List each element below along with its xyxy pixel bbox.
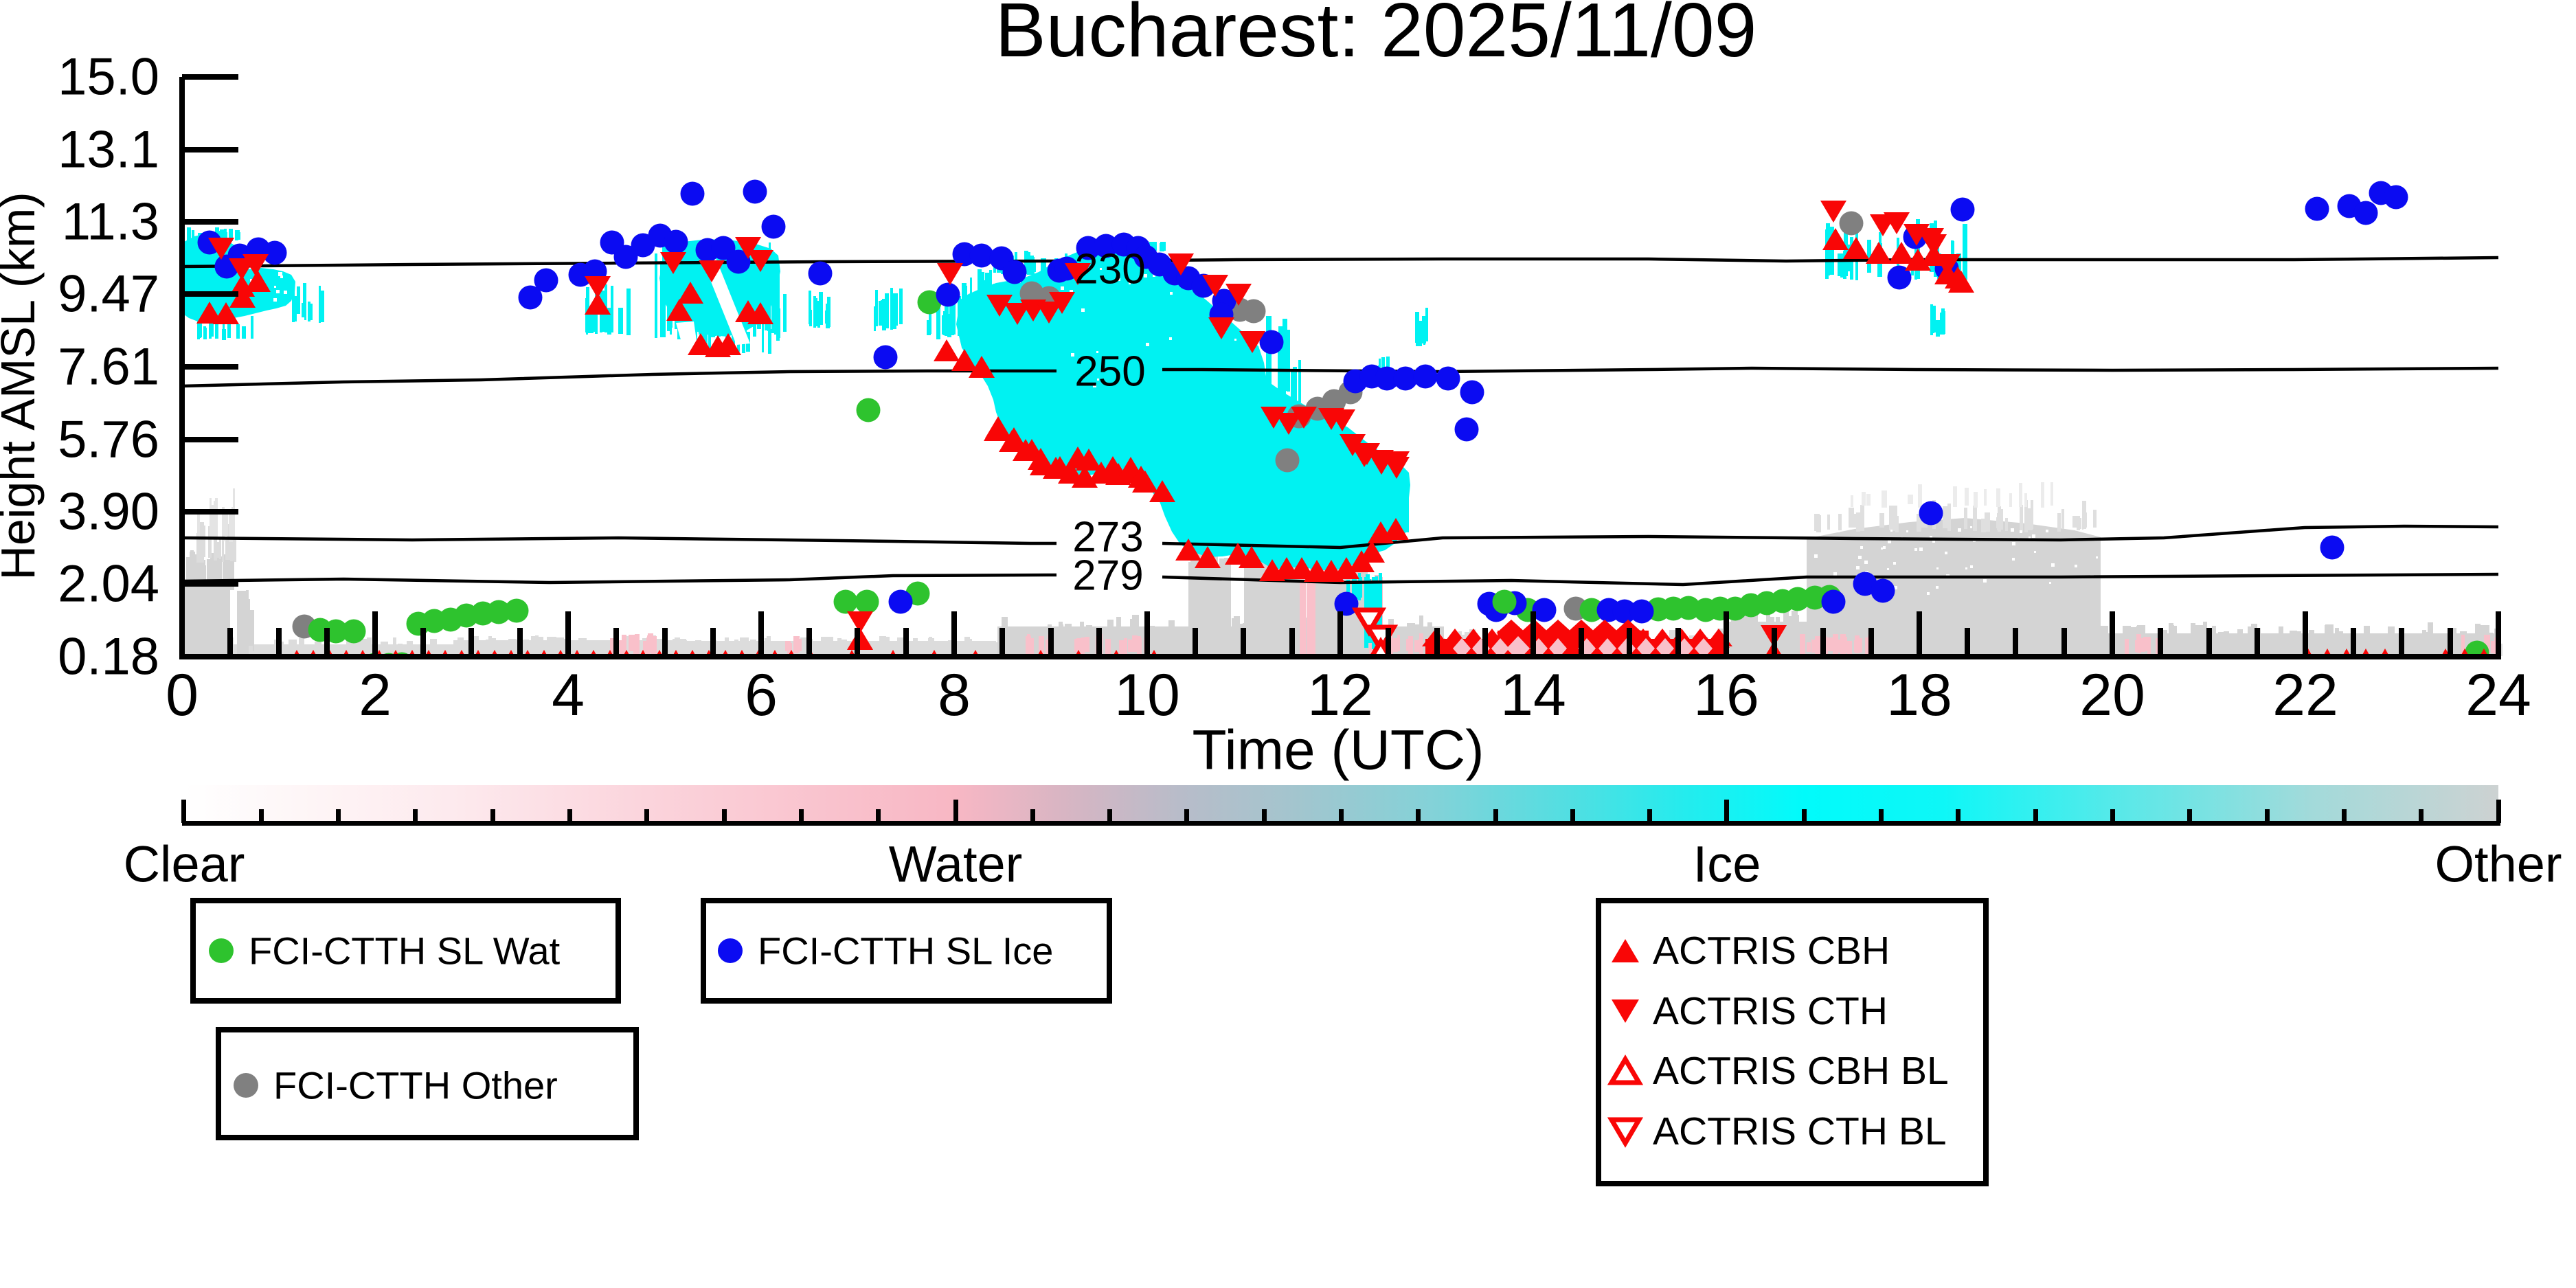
svg-text:15.0: 15.0 <box>58 48 159 106</box>
svg-text:2: 2 <box>359 662 392 728</box>
svg-text:12: 12 <box>1307 662 1373 728</box>
svg-text:24: 24 <box>2465 662 2531 728</box>
svg-text:Clear: Clear <box>124 836 245 893</box>
svg-text:273: 273 <box>1072 514 1143 561</box>
svg-text:Other: Other <box>2434 836 2562 893</box>
svg-text:Bucharest: 2025/11/09: Bucharest: 2025/11/09 <box>995 0 1757 73</box>
svg-text:20: 20 <box>2079 662 2145 728</box>
svg-text:7.61: 7.61 <box>58 338 159 396</box>
svg-text:2.04: 2.04 <box>58 555 159 613</box>
svg-text:0: 0 <box>166 662 199 728</box>
svg-text:16: 16 <box>1693 662 1759 728</box>
svg-text:18: 18 <box>1886 662 1952 728</box>
svg-text:FCI-CTTH SL Wat: FCI-CTTH SL Wat <box>249 929 561 973</box>
svg-text:14: 14 <box>1500 662 1566 728</box>
svg-text:5.76: 5.76 <box>58 411 159 469</box>
svg-text:Water: Water <box>889 836 1023 893</box>
svg-text:279: 279 <box>1072 552 1143 600</box>
svg-text:Time (UTC): Time (UTC) <box>1192 719 1484 782</box>
svg-text:ACTRIS CBH: ACTRIS CBH <box>1653 929 1890 973</box>
svg-text:ACTRIS CBH BL: ACTRIS CBH BL <box>1653 1049 1949 1093</box>
svg-text:9.47: 9.47 <box>58 265 159 324</box>
svg-text:250: 250 <box>1074 348 1145 396</box>
svg-text:0.18: 0.18 <box>58 628 159 686</box>
svg-text:10: 10 <box>1114 662 1180 728</box>
svg-text:230: 230 <box>1074 246 1145 293</box>
svg-text:4: 4 <box>552 662 585 728</box>
svg-text:8: 8 <box>938 662 971 728</box>
svg-text:ACTRIS CTH: ACTRIS CTH <box>1653 989 1888 1033</box>
svg-text:3.90: 3.90 <box>58 483 159 541</box>
svg-text:ACTRIS CTH BL: ACTRIS CTH BL <box>1653 1109 1947 1153</box>
svg-text:FCI-CTTH Other: FCI-CTTH Other <box>273 1064 558 1107</box>
svg-text:Ice: Ice <box>1693 836 1761 893</box>
svg-text:FCI-CTTH SL Ice: FCI-CTTH SL Ice <box>758 929 1053 973</box>
svg-text:22: 22 <box>2272 662 2338 728</box>
svg-text:Height AMSL (km): Height AMSL (km) <box>0 192 45 580</box>
svg-text:13.1: 13.1 <box>58 121 159 179</box>
svg-text:11.3: 11.3 <box>62 193 159 251</box>
svg-text:6: 6 <box>745 662 778 728</box>
